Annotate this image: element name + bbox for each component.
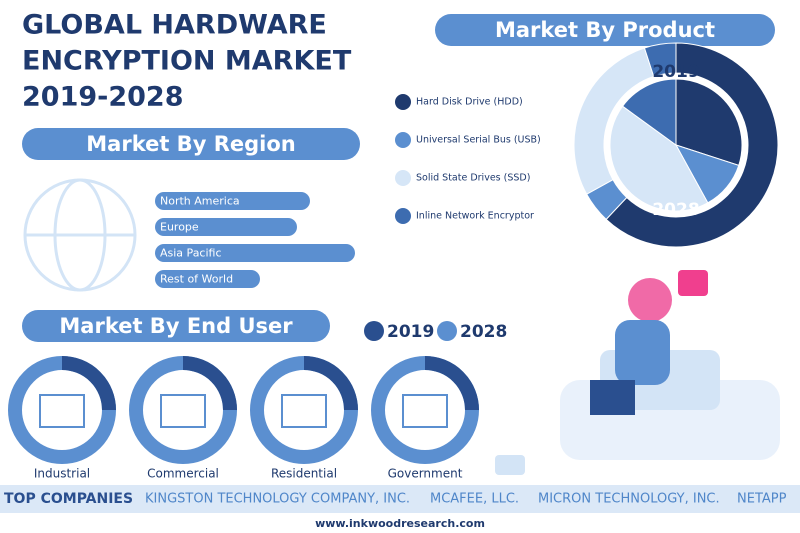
- legend-dot: [395, 170, 411, 186]
- icon: [281, 394, 327, 428]
- icon: [39, 394, 85, 428]
- icon: [160, 394, 206, 428]
- legend-dot: [437, 321, 457, 341]
- end-user-label: Residential: [271, 467, 337, 481]
- legend-label: 2019: [387, 322, 434, 342]
- pie-slice: [609, 105, 709, 212]
- legend-dot: [395, 94, 411, 110]
- section-pill: [22, 128, 360, 160]
- legend: Hard Disk Drive (HDD) Universal Serial Bu…: [395, 94, 541, 224]
- region-pill: [155, 192, 310, 210]
- ring: [182, 356, 237, 411]
- ring: [61, 356, 116, 411]
- pie-slice: [675, 78, 743, 167]
- section-title: Market By End User: [59, 314, 293, 338]
- companies-bar: [0, 485, 800, 513]
- legend-label: Universal Serial Bus (USB): [416, 135, 541, 146]
- series-label: 2028: [652, 200, 699, 220]
- footer-url: www.inkwoodresearch.com: [315, 517, 485, 530]
- icon: [402, 394, 448, 428]
- region-pill: [155, 244, 355, 262]
- company-name: MICRON TECHNOLOGY, INC.: [538, 492, 720, 507]
- title-line: ENCRYPTION MARKET: [22, 46, 352, 77]
- region-label: Asia Pacific: [160, 247, 222, 260]
- legend-dot: [395, 132, 411, 148]
- end-user-label: Government: [388, 467, 463, 481]
- legend-label: 2028: [460, 322, 507, 342]
- ring: [303, 356, 358, 411]
- pie-slice: [621, 78, 677, 146]
- globe-icon: [23, 178, 137, 292]
- section-title: Market By Region: [86, 132, 295, 156]
- region-label: Europe: [160, 221, 199, 234]
- region-pill: [155, 270, 260, 288]
- section-title: Market By Product: [495, 18, 715, 42]
- ring: [424, 356, 479, 411]
- legend-label: Solid State Drives (SSD): [416, 173, 530, 184]
- end-user-list: Industrial Commercial Residential Governmen…: [8, 356, 479, 481]
- legend-dot: [395, 208, 411, 224]
- title-line: 2019-2028: [22, 82, 184, 113]
- company-name: NETAPP: [737, 492, 787, 507]
- title-line: GLOBAL HARDWARE: [22, 10, 327, 41]
- company-name: MCAFEE, LLC.: [430, 492, 519, 507]
- donut-chart: [573, 42, 779, 248]
- pie-slice: [643, 42, 677, 78]
- company-list: KINGSTON TECHNOLOGY COMPANY, INC. MCAFEE,…: [145, 492, 787, 507]
- legend-label: Hard Disk Drive (HDD): [416, 97, 523, 108]
- series-label: 2019: [652, 62, 699, 82]
- legend-dot: [364, 321, 384, 341]
- pie-slice: [605, 42, 779, 248]
- section-pill: [435, 14, 775, 46]
- illustration: [495, 270, 780, 475]
- end-user-label: Commercial: [147, 467, 219, 481]
- legend-label: Inline Network Encryptor: [416, 211, 534, 222]
- section-pill: [22, 310, 330, 342]
- companies-title: TOP COMPANIES: [4, 491, 133, 507]
- end-user-label: Industrial: [34, 467, 90, 481]
- company-name: KINGSTON TECHNOLOGY COMPANY, INC.: [145, 492, 410, 507]
- region-list: North America Europe Asia Pacific Rest of W…: [155, 192, 355, 288]
- region-pill: [155, 218, 297, 236]
- region-label: North America: [160, 195, 240, 208]
- region-label: Rest of World: [160, 273, 233, 286]
